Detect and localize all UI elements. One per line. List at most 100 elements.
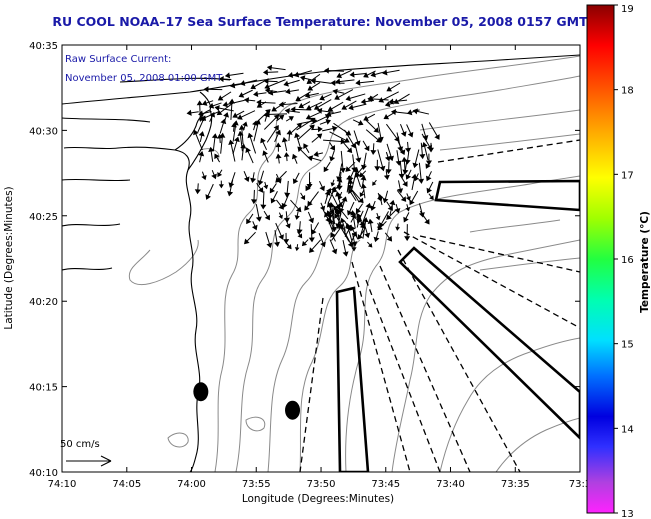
current-vector-head: [309, 124, 315, 131]
current-vector-head: [317, 107, 323, 114]
current-vector-head: [254, 119, 261, 125]
current-vector-head: [287, 72, 294, 79]
current-vector-head: [350, 210, 357, 216]
current-vector-head: [353, 167, 359, 173]
current-vector-head: [347, 209, 353, 216]
y-tick-label: 40:25: [29, 212, 58, 223]
current-vector-head: [298, 102, 305, 109]
current-vector-head: [324, 67, 329, 74]
current-vector-head: [229, 82, 236, 89]
bathymetry-contours: [128, 55, 580, 472]
current-vector-head: [400, 131, 407, 137]
current-vector-head: [407, 131, 414, 138]
colorbar-tick-label: 19: [621, 4, 634, 15]
current-vector-head: [332, 125, 338, 132]
current-vector-head: [243, 176, 250, 182]
current-vector-head: [223, 112, 229, 118]
current-vector-head: [303, 143, 309, 149]
current-vector-head: [245, 147, 251, 153]
current-vector-head: [374, 166, 381, 172]
current-vector-head: [367, 243, 373, 248]
current-vector-head: [330, 182, 336, 187]
x-tick-label: 73:55: [242, 479, 271, 490]
current-vector-head: [239, 80, 246, 87]
current-vector-head: [333, 205, 339, 211]
current-vector-head: [309, 117, 316, 123]
current-vector-head: [283, 217, 290, 223]
current-vector-head: [425, 163, 431, 169]
current-vector-head: [286, 244, 292, 250]
current-vector-head: [275, 177, 281, 183]
x-tick-label: 74:00: [177, 479, 206, 490]
current-vector-head: [367, 95, 373, 103]
current-label-line1: Raw Surface Current:: [65, 54, 171, 65]
current-vector-head: [260, 204, 267, 210]
current-vector-head: [238, 124, 245, 130]
scale-label: 50 cm/s: [60, 439, 100, 450]
current-vector-head: [292, 178, 299, 185]
current-vector-head: [319, 94, 325, 101]
current-vector-head: [360, 98, 366, 105]
current-vector-head: [370, 205, 376, 211]
current-vector-head: [244, 238, 250, 245]
current-vector-head: [217, 171, 223, 178]
current-vector-head: [405, 147, 412, 153]
current-vector-head: [425, 175, 432, 182]
current-vector-head: [373, 236, 380, 243]
current-vector-head: [214, 105, 220, 112]
colorbar-tick-label: 14: [621, 424, 634, 435]
current-vector-head: [266, 242, 273, 249]
current-vector-head: [278, 214, 283, 219]
coastline: [62, 54, 580, 472]
current-vector-head: [273, 241, 280, 247]
x-tick-label: 73:50: [307, 479, 336, 490]
current-vector-head: [370, 149, 377, 155]
current-vector-head: [300, 75, 306, 82]
current-vector-head: [307, 200, 313, 207]
current-vector-head: [355, 157, 362, 163]
current-vector-head: [232, 112, 239, 118]
current-vector-head: [357, 119, 364, 126]
current-vector-head: [295, 206, 302, 213]
current-vector-head: [327, 106, 334, 112]
current-vector-head: [275, 153, 282, 159]
current-vector-head: [364, 232, 371, 239]
current-label-line2: November 05, 2008 01:00 GMT: [65, 73, 223, 84]
current-vector-head: [351, 241, 358, 247]
current-vector-head: [310, 78, 316, 85]
current-vector-head: [346, 174, 353, 181]
station-markers: [193, 382, 301, 420]
current-vector-head: [355, 207, 362, 214]
current-vector-head: [363, 72, 369, 78]
current-vector-head: [216, 109, 223, 116]
current-vector-head: [257, 180, 264, 186]
current-vector-head: [329, 156, 336, 162]
y-tick-label: 40:30: [29, 126, 58, 137]
colorbar-tick-label: 15: [621, 340, 634, 351]
current-vector-head: [218, 184, 224, 189]
current-vector-head: [355, 79, 361, 86]
current-vector-head: [334, 94, 340, 100]
current-vector-head: [262, 69, 268, 76]
current-vector-head: [305, 114, 312, 120]
current-vector-head: [384, 101, 391, 108]
x-tick-label: 74:10: [48, 479, 77, 490]
current-vector-head: [412, 108, 419, 115]
current-vector-head: [203, 86, 209, 93]
current-vector-head: [351, 247, 357, 252]
current-vector-head: [219, 132, 226, 138]
x-axis-label: Longitude (Degrees:Minutes): [242, 493, 394, 505]
current-vector-head: [386, 235, 393, 242]
current-vector-head: [264, 83, 270, 90]
current-vector-head: [281, 137, 288, 143]
current-vector-head: [262, 150, 268, 156]
current-vector-head: [273, 114, 280, 120]
current-vector-head: [377, 136, 384, 143]
current-vector-head: [286, 129, 293, 135]
current-vector-head: [320, 241, 326, 248]
current-vector-head: [405, 207, 411, 212]
current-vector-head: [328, 218, 335, 225]
current-vector-head: [411, 173, 418, 180]
current-vector-head: [208, 146, 215, 153]
current-vector-head: [224, 72, 231, 79]
